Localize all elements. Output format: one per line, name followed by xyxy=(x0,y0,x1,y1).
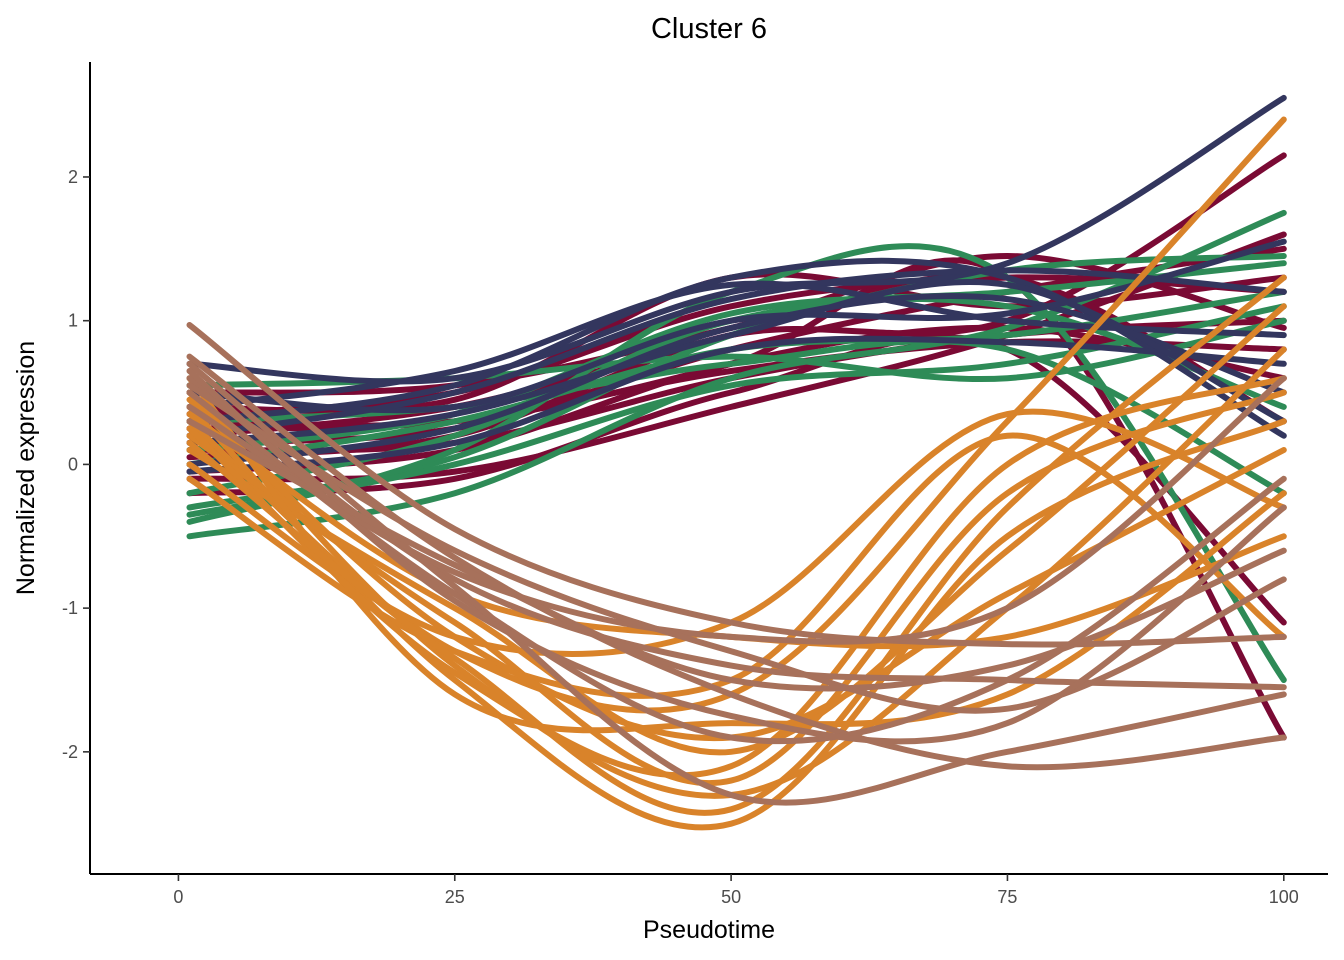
series-line-21 xyxy=(186,260,1287,453)
x-tick-label: 0 xyxy=(173,887,183,907)
series-line-29 xyxy=(186,279,1287,446)
series-line-47 xyxy=(186,382,1287,714)
x-tick-label: 100 xyxy=(1269,887,1299,907)
x-tick-label: 25 xyxy=(445,887,465,907)
series-line-50 xyxy=(186,368,1287,745)
series-line-32 xyxy=(186,389,1287,786)
y-axis-label: Normalized expression xyxy=(12,341,40,595)
x-tick-label: 50 xyxy=(721,887,741,907)
series-line-7 xyxy=(186,333,1287,626)
series-line-28 xyxy=(186,280,1287,410)
series-line-42 xyxy=(186,322,1287,648)
series-line-26 xyxy=(186,267,1287,439)
series-line-27 xyxy=(186,335,1287,475)
series-lines xyxy=(186,94,1287,831)
y-tick-label: -1 xyxy=(62,598,78,618)
y-tick-label: 0 xyxy=(68,454,78,474)
series-line-48 xyxy=(186,360,1287,806)
series-line-49 xyxy=(186,418,1287,692)
x-axis-label: Pseudotime xyxy=(643,916,775,944)
series-line-35 xyxy=(186,303,1287,756)
y-tick-label: 2 xyxy=(68,167,78,187)
x-tick-label: 75 xyxy=(997,887,1017,907)
series-line-46 xyxy=(186,375,1287,645)
series-line-41 xyxy=(186,274,1287,816)
series-line-39 xyxy=(186,375,1287,779)
y-tick-label: -2 xyxy=(62,742,78,762)
series-line-22 xyxy=(186,94,1287,385)
y-tick-label: 1 xyxy=(68,311,78,331)
series-line-19 xyxy=(186,338,1287,497)
series-line-43 xyxy=(186,353,1287,771)
axes: 0 25 50 75 100 -2 -1 0 1 2 xyxy=(62,62,1328,907)
chart-title: Cluster 6 xyxy=(651,13,767,45)
